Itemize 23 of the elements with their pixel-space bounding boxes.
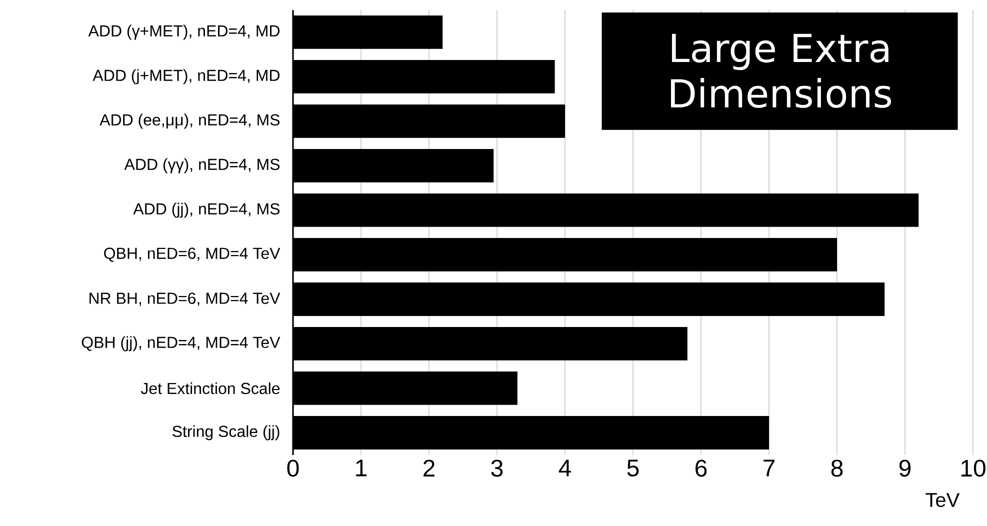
y-tick-label: String Scale (jj) (172, 425, 280, 440)
text: Large Extra Dimensions (671, 34, 892, 108)
x-tick-label: 10 (961, 460, 986, 477)
x-tick-label: 3 (491, 460, 503, 477)
x-tick-label: 1 (356, 460, 366, 476)
x-tick-label: 4 (558, 460, 571, 476)
x-tick-label: 7 (764, 460, 774, 476)
y-tick-label: ADD (γ+MET), nED=4, MD (88, 24, 280, 40)
x-tick-label: 0 (287, 460, 299, 477)
x-tick-label: 6 (696, 460, 707, 477)
y-tick-label: ADD (j+MET), nED=4, MD (92, 69, 280, 84)
y-tick-label: ADD (ee,μμ), nED=4, MS (100, 114, 280, 129)
y-tick-label: QBH (jj), nED=4, MD=4 TeV (82, 336, 280, 352)
y-tick-label: QBH, nED=6, MD=4 TeV (104, 248, 280, 262)
x-tick-label: 8 (831, 460, 843, 477)
y-tick-label: ADD (jj), nED=4, MS (133, 202, 280, 218)
x-tick-label: 2 (424, 460, 434, 476)
y-tick-label: NR BH, nED=6, MD=4 TeV (90, 292, 280, 306)
y-tick-label: Jet Extinction Scale (140, 382, 280, 394)
x-axis-title: TeV (926, 493, 960, 508)
y-tick-label: ADD (γγ), nED=4, MS (124, 158, 280, 174)
x-tick-label: 5 (627, 460, 639, 476)
x-tick-label: 9 (899, 460, 911, 477)
